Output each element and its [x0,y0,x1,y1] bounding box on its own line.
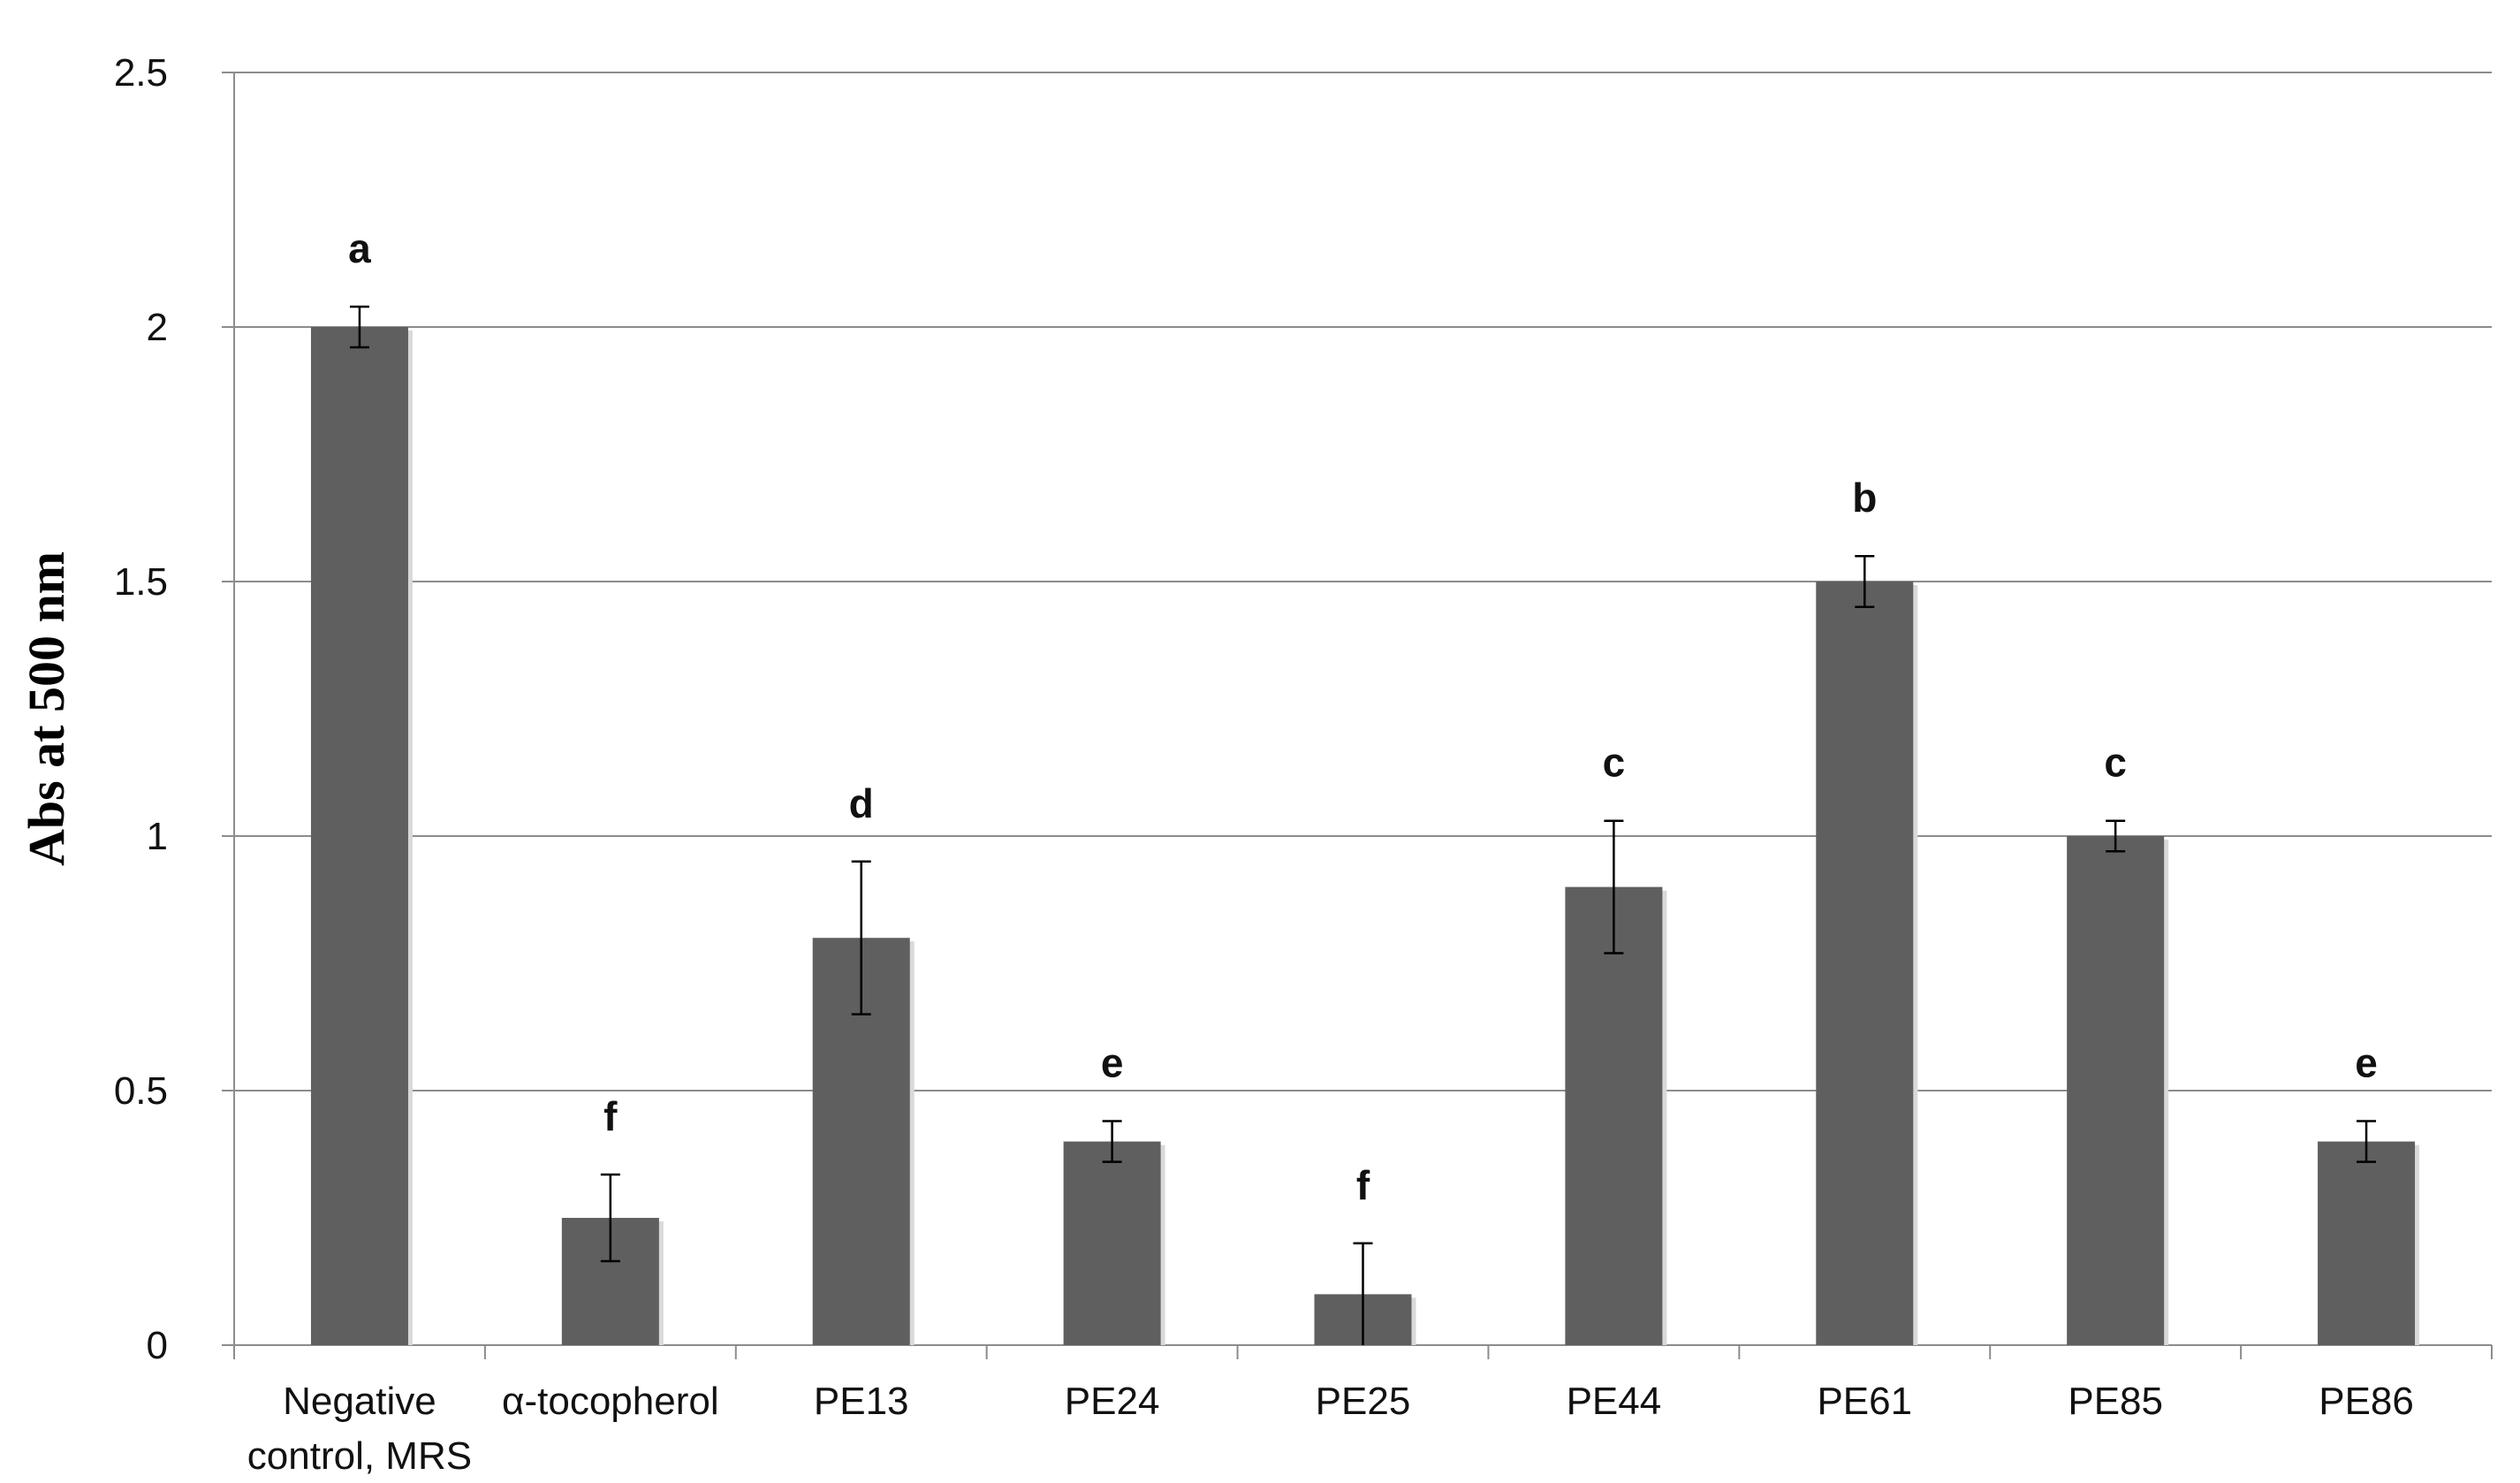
significance-letter-8: e [2355,1040,2378,1086]
significance-letter-3: e [1101,1040,1124,1086]
y-tick-label-0: 0 [147,1324,168,1367]
bar-3 [1063,1141,1161,1345]
x-category-label-7: PE85 [2068,1380,2163,1423]
significance-letter-0: a [348,225,371,271]
bar-8 [2318,1141,2416,1345]
x-category-label-1: α-tocopherol [502,1380,719,1423]
x-category-label-2: PE13 [814,1380,909,1423]
y-axis-title: Abs at 500 nm [18,551,75,866]
y-tick-label-4: 2 [147,306,168,349]
significance-letter-5: c [1603,740,1626,786]
x-category-label-8: PE86 [2319,1380,2414,1423]
x-category-label-4: PE25 [1316,1380,1411,1423]
x-category-label-6: PE61 [1817,1380,1912,1423]
significance-letter-1: f [603,1093,618,1139]
bar-6 [1816,582,1914,1345]
x-category-label-5: PE44 [1567,1380,1662,1423]
significance-letter-7: c [2104,740,2127,786]
bar-0 [310,327,408,1345]
significance-letter-2: d [849,780,874,826]
significance-letter-6: b [1852,475,1877,521]
x-category-label-0-line-1: control, MRS [247,1434,472,1478]
y-tick-label-1: 0.5 [114,1069,168,1113]
x-category-label-0-line-0: Negative [283,1380,436,1423]
bar-5 [1565,886,1663,1345]
y-tick-label-5: 2.5 [114,51,168,95]
bar-7 [2067,836,2165,1345]
x-category-label-3: PE24 [1065,1380,1160,1423]
y-tick-label-2: 1 [147,815,168,858]
y-tick-label-3: 1.5 [114,560,168,604]
significance-letter-4: f [1356,1162,1370,1208]
